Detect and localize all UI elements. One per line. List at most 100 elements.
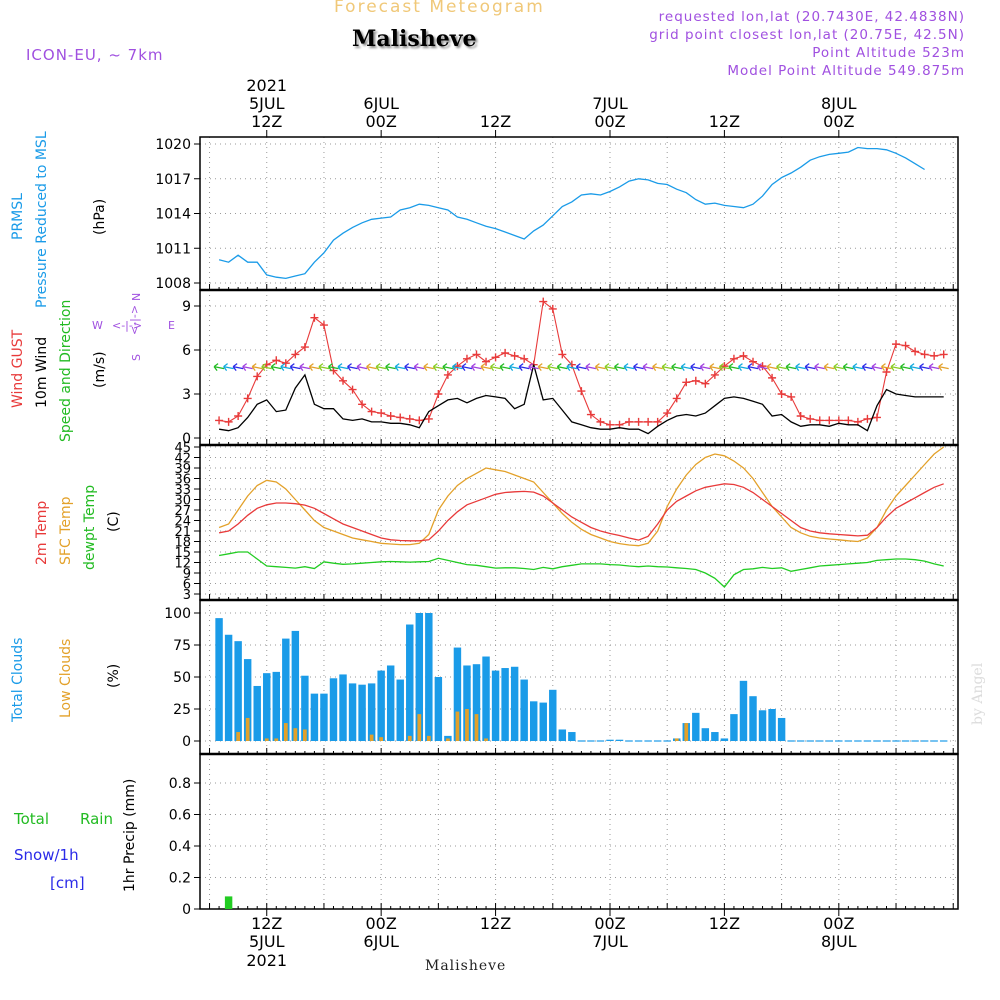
y-tick-label: 0.2 bbox=[169, 871, 191, 887]
gust-marker bbox=[749, 357, 758, 366]
gust-marker bbox=[625, 417, 634, 426]
wind-direction-arrow bbox=[728, 363, 740, 371]
gust-marker bbox=[644, 417, 653, 426]
total-clouds-bar bbox=[501, 668, 509, 741]
x-tick-label-top: 2021 bbox=[246, 76, 287, 95]
wind-direction-arrow bbox=[747, 363, 759, 371]
total-clouds-bar bbox=[701, 728, 710, 741]
low-clouds-bar bbox=[417, 714, 422, 741]
wind-direction-arrow bbox=[509, 363, 520, 371]
gust-marker bbox=[319, 321, 328, 330]
wind-direction-arrow bbox=[633, 363, 644, 371]
low-clouds-bar bbox=[455, 711, 460, 741]
gust-marker bbox=[434, 390, 443, 398]
gust-marker bbox=[844, 416, 853, 425]
x-tick-label-top: 8JUL bbox=[821, 94, 857, 113]
wind-direction-arrow bbox=[776, 363, 787, 371]
gust-marker bbox=[739, 351, 748, 360]
total-clouds-bar bbox=[615, 739, 624, 741]
wind-direction-arrow bbox=[699, 363, 711, 371]
wind-direction-arrow bbox=[795, 363, 806, 371]
wind-direction-arrow bbox=[642, 363, 654, 371]
y-tick-label: 9 bbox=[182, 299, 191, 315]
wind-direction-arrow bbox=[375, 363, 387, 371]
total-clouds-bar bbox=[339, 674, 347, 741]
y-tick-label: 21 bbox=[174, 525, 191, 540]
panel-0: 1008 1011 1014 1017 1020 bbox=[155, 136, 959, 292]
wind-direction-arrow bbox=[938, 363, 949, 371]
x-tick-label-bottom: 6JUL bbox=[363, 932, 399, 951]
panel-frame bbox=[199, 753, 959, 910]
low-clouds-bar bbox=[484, 738, 488, 741]
wind-direction-arrow bbox=[785, 363, 797, 371]
x-tick-label-top: 00Z bbox=[823, 112, 854, 131]
panel-4: 0 0.2 0.4 0.6 0.8 bbox=[169, 753, 959, 918]
wind-direction-arrow bbox=[814, 363, 825, 371]
wind-direction-arrow bbox=[623, 363, 635, 371]
gust-marker bbox=[691, 376, 700, 385]
wind-direction-arrow bbox=[518, 363, 530, 371]
y-tick-label: 0.4 bbox=[169, 839, 191, 855]
y-tick-label: 27 bbox=[174, 504, 191, 519]
requested-coords: requested lon,lat (20.7430E, 42.4838N) bbox=[658, 9, 965, 25]
gust-line bbox=[219, 300, 944, 426]
gust-marker bbox=[758, 362, 767, 371]
y-tick-label: 6 bbox=[183, 578, 191, 593]
grid-coords: grid point closest lon,lat (20.75E, 42.5… bbox=[649, 27, 965, 43]
dewpt-temp-line bbox=[218, 551, 944, 588]
total-clouds-bar bbox=[282, 638, 290, 741]
wind-direction-arrow bbox=[223, 363, 234, 371]
total-clouds-bar bbox=[386, 665, 395, 741]
gust-marker bbox=[462, 354, 471, 363]
wind-direction-arrow bbox=[404, 363, 415, 371]
low-clouds-bar bbox=[303, 729, 307, 741]
point-altitude: Point Altitude 523m bbox=[812, 45, 965, 61]
x-tick-label-bottom: 5JUL bbox=[249, 932, 285, 951]
gust-marker bbox=[291, 350, 300, 359]
total-clouds-bar bbox=[310, 693, 319, 741]
wind-direction-arrow bbox=[242, 363, 253, 371]
gust-marker bbox=[501, 348, 510, 357]
wind-direction-arrow bbox=[861, 363, 873, 371]
wind-direction-arrow bbox=[547, 363, 558, 371]
gust-marker bbox=[482, 357, 491, 366]
total-clouds-bar bbox=[272, 671, 280, 741]
y-tick-label: 3 bbox=[182, 387, 191, 403]
x-tick-label-bottom: 12Z bbox=[480, 914, 511, 933]
wind-direction-arrow bbox=[690, 363, 701, 371]
low-clouds-bar bbox=[446, 738, 450, 741]
total-clouds-bar bbox=[510, 666, 519, 741]
wind-direction-arrow bbox=[347, 363, 358, 371]
gust-marker bbox=[377, 409, 386, 418]
y-tick-label: 75 bbox=[173, 638, 191, 654]
gust-marker bbox=[215, 416, 224, 425]
prmsl-line bbox=[218, 146, 925, 280]
total-clouds-bar bbox=[568, 732, 576, 741]
gust-marker bbox=[415, 416, 424, 425]
wind-direction-arrow bbox=[890, 363, 902, 371]
total-clouds-bar bbox=[415, 613, 424, 741]
wind-direction-arrow bbox=[928, 363, 940, 371]
low-clouds-bar bbox=[684, 723, 689, 741]
gust-marker bbox=[863, 414, 872, 423]
wind-direction-arrow bbox=[432, 363, 444, 371]
x-tick-label-bottom: 12Z bbox=[251, 914, 282, 933]
total-clouds-bar bbox=[558, 729, 567, 741]
gust-marker bbox=[424, 414, 433, 423]
wind-direction-arrow bbox=[871, 363, 883, 371]
total-clouds-bar bbox=[396, 679, 404, 741]
y-tick-label: 1011 bbox=[155, 241, 191, 257]
y-tick-label: 50 bbox=[173, 670, 191, 686]
gust-marker bbox=[443, 370, 452, 379]
gust-marker bbox=[453, 362, 462, 371]
x-tick-label-bottom: 8JUL bbox=[821, 932, 857, 951]
gust-marker bbox=[682, 378, 691, 387]
y-tick-label: 100 bbox=[164, 606, 191, 622]
wind-direction-arrow bbox=[308, 363, 320, 371]
temp-2m-line bbox=[218, 483, 944, 542]
gust-marker bbox=[901, 341, 910, 350]
total-clouds-bar bbox=[606, 739, 614, 741]
total-clouds-bar bbox=[320, 693, 328, 741]
low-clouds-bar bbox=[674, 738, 679, 741]
